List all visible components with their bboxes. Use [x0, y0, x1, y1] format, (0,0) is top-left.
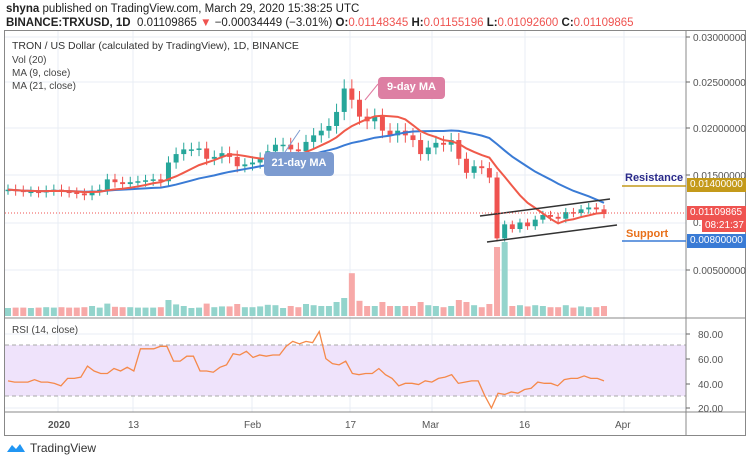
- svg-text:0.02000000: 0.02000000: [693, 124, 746, 135]
- svg-text:0.00500000: 0.00500000: [693, 266, 746, 277]
- low-value: 0.01092600: [497, 17, 559, 29]
- chart-container[interactable]: [4, 30, 746, 436]
- rsi-line: [7, 329, 605, 410]
- close-label: C:: [561, 17, 574, 29]
- high-label: H:: [411, 17, 424, 29]
- ohlc-bar: BINANCE:TRXUSD, 1D 0.01109865 ▼ −0.00034…: [6, 17, 634, 29]
- svg-text:80.00: 80.00: [698, 330, 723, 341]
- tradingview-logo[interactable]: TradingView: [6, 441, 96, 455]
- channel-upper: [479, 198, 611, 217]
- ma21-label: 21-day MA: [271, 157, 327, 169]
- svg-text:0.02500000: 0.02500000: [693, 78, 746, 89]
- svg-text:60.00: 60.00: [698, 355, 723, 366]
- countdown-badge: 08:21:37: [705, 220, 744, 231]
- brand-name: TradingView: [30, 441, 97, 455]
- chart-title: TRON / US Dollar (calculated by TradingV…: [12, 40, 299, 52]
- price-axis: 0.03000000 0.02500000 0.02000000 0.01500…: [693, 33, 746, 415]
- last-price-badge: 0.01109865: [690, 207, 743, 218]
- close-value: 0.01109865: [573, 17, 634, 29]
- ma9-legend: MA (9, close): [12, 68, 71, 79]
- svg-text:16: 16: [519, 420, 531, 431]
- resistance-price-badge: 0.01400000: [690, 179, 743, 190]
- publish-info: shyna published on TradingView.com, Marc…: [6, 3, 359, 15]
- down-arrow-icon: ▼: [200, 17, 212, 29]
- svg-text:Feb: Feb: [244, 420, 262, 431]
- symbol: BINANCE:TRXUSD, 1D: [6, 17, 131, 29]
- vol-legend: Vol (20): [12, 55, 47, 66]
- low-label: L:: [486, 17, 498, 29]
- ma21-callout: [264, 152, 334, 176]
- open-label: O:: [335, 17, 349, 29]
- support-label: Support: [626, 228, 669, 240]
- time-axis: 2020 13 Feb 17 Mar 16 Apr: [48, 420, 631, 431]
- svg-text:2020: 2020: [48, 420, 71, 431]
- tradingview-icon: [7, 444, 25, 452]
- svg-text:0.03000000: 0.03000000: [693, 33, 746, 44]
- open-value: 0.01148345: [348, 17, 409, 29]
- author: shyna: [6, 3, 40, 15]
- rsi-band: [5, 345, 686, 396]
- rsi-legend: RSI (14, close): [12, 325, 79, 336]
- publish-text: published on TradingView.com, March 29, …: [42, 3, 360, 15]
- volume-bars: [5, 242, 607, 316]
- channel-lower: [486, 224, 618, 243]
- ma21-legend: MA (21, close): [12, 81, 76, 92]
- svg-text:Mar: Mar: [422, 420, 440, 431]
- svg-text:0.01500000: 0.01500000: [693, 171, 746, 182]
- last-price: 0.01109865: [136, 17, 197, 29]
- svg-text:20.00: 20.00: [698, 404, 723, 415]
- high-value: 0.01155196: [423, 17, 484, 29]
- svg-text:0.: 0.: [693, 218, 701, 229]
- svg-text:Apr: Apr: [615, 420, 631, 431]
- svg-text:13: 13: [128, 420, 140, 431]
- support-price-badge: 0.00800000: [690, 235, 743, 246]
- ma9-label: 9-day MA: [387, 81, 436, 93]
- svg-text:40.00: 40.00: [698, 380, 723, 391]
- price-change: −0.00034449 (−3.01%): [214, 17, 333, 29]
- resistance-label: Resistance: [625, 172, 684, 184]
- svg-text:17: 17: [345, 420, 357, 431]
- ma9-callout: [378, 77, 445, 99]
